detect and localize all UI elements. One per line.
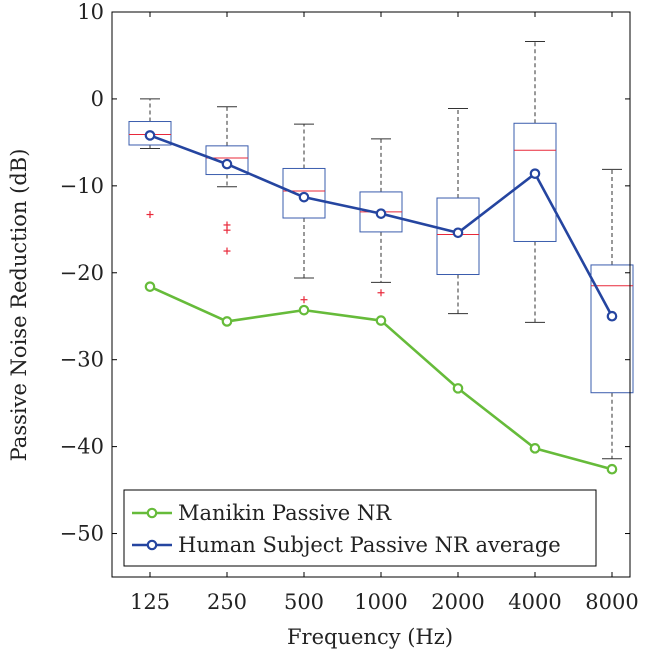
series-manikin-point — [606, 463, 618, 475]
boxes-layer — [128, 41, 634, 460]
box-iqr — [282, 167, 326, 219]
y-tick-label: −10 — [60, 174, 104, 198]
y-tick-label: −40 — [60, 435, 104, 459]
series-layer — [144, 130, 618, 475]
outlier-marker — [377, 289, 385, 297]
x-tick-label: 2000 — [431, 590, 484, 614]
series-manikin — [144, 281, 618, 475]
y-tick-label: −20 — [60, 261, 104, 285]
box-500 — [282, 123, 326, 304]
box-iqr — [513, 122, 557, 242]
legend: Manikin Passive NR Human Subject Passive … — [123, 489, 597, 567]
y-axis-label: Passive Noise Reduction (dB) — [7, 149, 31, 462]
x-tick-label: 250 — [207, 590, 247, 614]
series-human-point — [298, 191, 310, 203]
x-tick-label: 500 — [284, 590, 324, 614]
series-human-point — [375, 208, 387, 219]
series-manikin-point — [529, 443, 541, 454]
series-human-point — [221, 158, 233, 170]
outlier-marker — [223, 247, 231, 255]
y-tick-label: −50 — [60, 522, 104, 546]
series-manikin-point — [221, 316, 233, 327]
legend-swatch-marker — [146, 507, 158, 519]
x-tick-label: 4000 — [508, 590, 561, 614]
legend-label-manikin: Manikin Passive NR — [178, 501, 392, 525]
box-iqr — [128, 121, 172, 146]
outlier-marker — [300, 296, 308, 304]
box-iqr — [590, 264, 634, 394]
series-human-point — [144, 130, 156, 141]
x-axis-label: Frequency (Hz) — [287, 625, 453, 649]
series-human-point — [529, 168, 541, 179]
box-iqr — [205, 145, 249, 176]
series-human-point — [606, 310, 618, 322]
series-human-point — [452, 227, 464, 239]
legend-entry-human: Human Subject Passive NR average — [132, 533, 561, 557]
plot-frame — [111, 11, 631, 578]
x-tick-label: 125 — [130, 590, 170, 614]
series-manikin-point — [144, 281, 156, 292]
y-tick-label: 10 — [77, 0, 104, 24]
series-manikin-point — [452, 383, 464, 394]
box-125 — [128, 98, 172, 219]
outlier-marker — [146, 211, 154, 219]
legend-label-human: Human Subject Passive NR average — [178, 533, 561, 557]
y-tick-label: −30 — [60, 348, 104, 372]
box-2000 — [436, 107, 480, 315]
x-tick-label: 1000 — [354, 590, 407, 614]
box-250 — [205, 106, 249, 255]
box-iqr — [436, 197, 480, 276]
box-8000 — [590, 168, 634, 460]
legend-entry-manikin: Manikin Passive NR — [132, 501, 392, 525]
x-tick-label: 8000 — [585, 590, 638, 614]
series-manikin-point — [298, 304, 310, 316]
y-tick-label: 0 — [91, 87, 104, 111]
series-manikin-point — [375, 315, 387, 326]
box-4000 — [513, 41, 557, 323]
series-manikin-line — [149, 285, 613, 471]
outlier-marker — [223, 226, 231, 234]
series-human — [144, 130, 618, 322]
legend-swatch-marker — [146, 539, 158, 551]
axes-layer: 10 0 −10 −20 −30 −40 −50 125 250 500 1000 2000 4000 8… — [60, 0, 639, 614]
legend-box — [123, 489, 597, 567]
